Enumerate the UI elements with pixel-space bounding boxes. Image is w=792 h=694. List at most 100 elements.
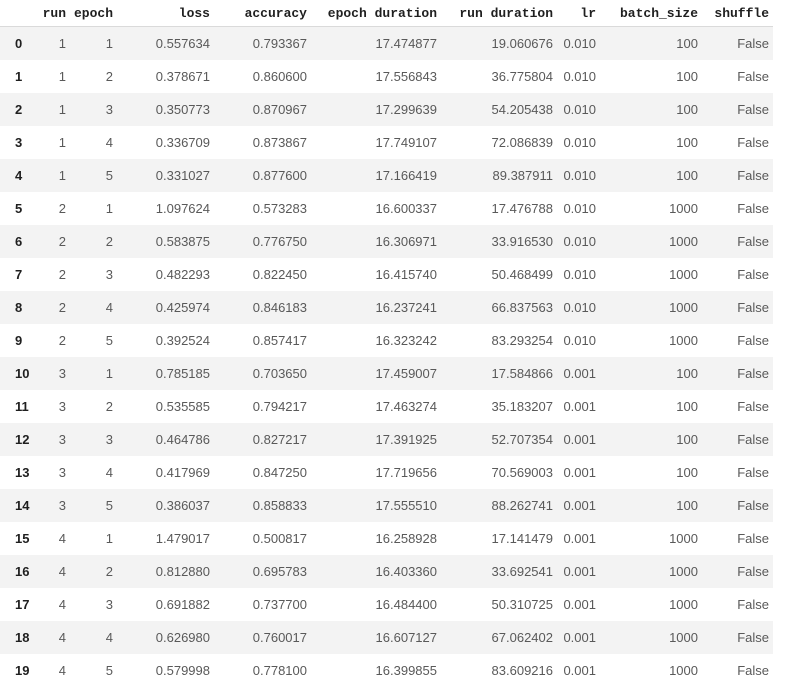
table-row: 9 2 5 0.392524 0.857417 16.323242 83.293254 0.0…: [0, 323, 773, 357]
cell-accuracy: 0.860600: [252, 68, 307, 84]
row-index: 15: [15, 530, 30, 546]
cell-accuracy: 0.870967: [252, 101, 307, 117]
row-index: 7: [15, 266, 23, 282]
row-index: 8: [15, 299, 23, 315]
cell-run-duration: 70.569003: [491, 464, 553, 480]
cell-loss: 0.336709: [155, 134, 210, 150]
cell-epoch: 1: [105, 365, 113, 381]
cell-run-duration: 52.707354: [491, 431, 553, 447]
cell-epoch-duration: 16.323242: [375, 332, 437, 348]
table-row: 8 2 4 0.425974 0.846183 16.237241 66.837563 0.0…: [0, 290, 773, 324]
cell-batch-size: 100: [676, 35, 698, 51]
cell-run-duration: 50.468499: [491, 266, 553, 282]
cell-shuffle: False: [737, 200, 769, 216]
row-index: 0: [15, 35, 23, 51]
cell-run-duration: 54.205438: [491, 101, 553, 117]
cell-shuffle: False: [737, 365, 769, 381]
cell-epoch-duration: 16.258928: [375, 530, 437, 546]
table-row: 7 2 3 0.482293 0.822450 16.415740 50.468499 0.0…: [0, 257, 773, 291]
cell-accuracy: 0.776750: [252, 233, 307, 249]
cell-run: 2: [58, 299, 66, 315]
cell-run-duration: 36.775804: [491, 68, 553, 84]
header-row: run epoch loss accuracy epoch duration r…: [0, 0, 773, 27]
cell-accuracy: 0.760017: [252, 629, 307, 645]
cell-batch-size: 100: [676, 365, 698, 381]
cell-lr: 0.010: [563, 68, 596, 84]
column-header-epoch: epoch: [70, 0, 117, 27]
cell-loss: 0.557634: [155, 35, 210, 51]
cell-run: 4: [58, 629, 66, 645]
cell-loss: 0.583875: [155, 233, 210, 249]
cell-accuracy: 0.573283: [252, 200, 307, 216]
cell-epoch-duration: 16.484400: [375, 596, 437, 612]
cell-shuffle: False: [737, 68, 769, 84]
table-row: 10 3 1 0.785185 0.703650 17.459007 17.584866 0.…: [0, 356, 773, 390]
cell-batch-size: 1000: [669, 200, 698, 216]
table-row: 3 1 4 0.336709 0.873867 17.749107 72.086839 0.0…: [0, 125, 773, 159]
column-header-lr: lr: [557, 0, 600, 27]
cell-batch-size: 100: [676, 167, 698, 183]
cell-lr: 0.001: [563, 563, 596, 579]
cell-epoch-duration: 16.237241: [375, 299, 437, 315]
cell-accuracy: 0.822450: [252, 266, 307, 282]
cell-lr: 0.010: [563, 101, 596, 117]
cell-epoch-duration: 16.403360: [375, 563, 437, 579]
cell-batch-size: 100: [676, 101, 698, 117]
cell-batch-size: 1000: [669, 332, 698, 348]
table-row: 5 2 1 1.097624 0.573283 16.600337 17.476788 0.0…: [0, 191, 773, 225]
cell-shuffle: False: [737, 266, 769, 282]
cell-epoch-duration: 17.719656: [375, 464, 437, 480]
cell-epoch: 2: [105, 233, 113, 249]
cell-batch-size: 1000: [669, 530, 698, 546]
table-row: 4 1 5 0.331027 0.877600 17.166419 89.387911 0.0…: [0, 158, 773, 192]
row-index: 1: [15, 68, 23, 84]
cell-accuracy: 0.778100: [252, 662, 307, 678]
cell-run: 4: [58, 662, 66, 678]
cell-shuffle: False: [737, 596, 769, 612]
cell-loss: 0.425974: [155, 299, 210, 315]
cell-epoch-duration: 16.306971: [375, 233, 437, 249]
cell-batch-size: 1000: [669, 596, 698, 612]
table-row: 11 3 2 0.535585 0.794217 17.463274 35.183207 0.…: [0, 389, 773, 423]
cell-run-duration: 89.387911: [492, 167, 554, 183]
column-header-loss: loss: [117, 0, 214, 27]
row-index: 3: [15, 134, 23, 150]
cell-lr: 0.001: [563, 662, 596, 678]
cell-lr: 0.001: [563, 398, 596, 414]
cell-run: 4: [58, 596, 66, 612]
table-row: 1 1 2 0.378671 0.860600 17.556843 36.775804 0.0…: [0, 59, 773, 93]
cell-batch-size: 100: [676, 497, 698, 513]
cell-shuffle: False: [737, 35, 769, 51]
cell-batch-size: 1000: [669, 629, 698, 645]
cell-run: 3: [58, 497, 66, 513]
cell-epoch: 5: [105, 662, 113, 678]
table-row: 13 3 4 0.417969 0.847250 17.719656 70.569003 0.…: [0, 455, 773, 489]
cell-run: 3: [58, 464, 66, 480]
cell-run: 2: [58, 200, 66, 216]
cell-shuffle: False: [737, 662, 769, 678]
cell-batch-size: 1000: [669, 299, 698, 315]
cell-loss: 0.464786: [155, 431, 210, 447]
cell-batch-size: 1000: [669, 266, 698, 282]
cell-lr: 0.001: [563, 497, 596, 513]
cell-run-duration: 72.086839: [491, 134, 553, 150]
row-index: 14: [15, 497, 30, 513]
cell-run: 2: [58, 266, 66, 282]
row-index: 4: [15, 167, 23, 183]
table-body: 0 1 1 0.557634 0.793367 17.474877 19.060676 0.0…: [0, 26, 773, 687]
cell-shuffle: False: [737, 233, 769, 249]
cell-epoch-duration: 17.749107: [375, 134, 437, 150]
cell-run-duration: 83.293254: [491, 332, 553, 348]
row-index: 12: [15, 431, 30, 447]
cell-batch-size: 100: [676, 464, 698, 480]
row-index: 16: [15, 563, 30, 579]
cell-run: 3: [58, 431, 66, 447]
cell-loss: 0.482293: [155, 266, 210, 282]
cell-loss: 0.691882: [155, 596, 210, 612]
cell-loss: 1.097624: [155, 200, 210, 216]
row-index: 5: [15, 200, 23, 216]
cell-run-duration: 19.060676: [491, 35, 553, 51]
cell-loss: 1.479017: [155, 530, 210, 546]
cell-run: 4: [58, 530, 66, 546]
cell-lr: 0.001: [563, 431, 596, 447]
